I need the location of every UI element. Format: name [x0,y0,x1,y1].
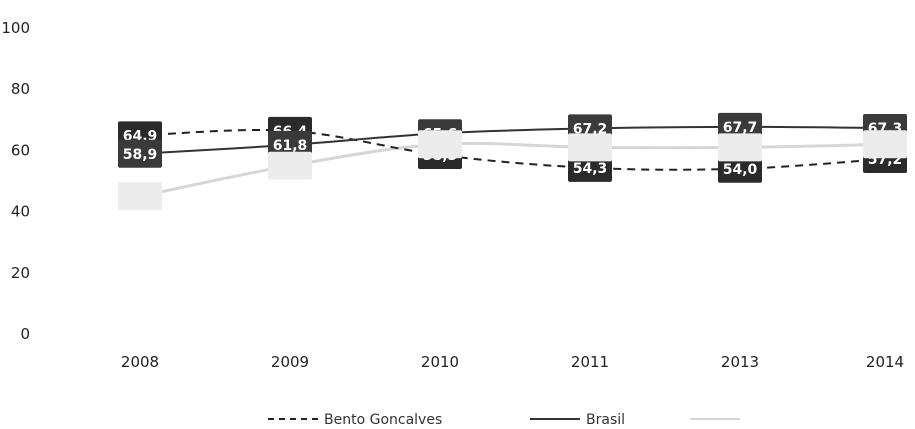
data-label: 58,9 [118,139,162,168]
data-label-text: 54,0 [723,162,758,178]
legend-item: Bento Goncalves [268,412,442,428]
data-label-box [718,133,762,162]
data-label-text: 58,9 [123,147,158,163]
y-tick-label: 60 [11,141,30,159]
data-label [568,133,612,162]
series-line [139,141,886,198]
x-tick-label: 2013 [721,353,759,371]
x-tick-label: 2008 [121,353,159,371]
legend: Bento Goncalves Brasil [268,412,740,428]
y-tick-label: 100 [1,19,30,37]
x-tick-label: 2014 [866,353,904,371]
series-line [139,125,886,155]
data-label-text: 54,3 [573,161,608,177]
data-label-box [118,139,162,168]
data-label-text: 67,7 [723,120,758,136]
data-label-box [863,130,907,159]
data-label [863,130,907,159]
x-tick-label: 2011 [571,353,609,371]
data-label-box [718,154,762,183]
data-labels: 64,966,458,554,354,057,258,961,865,667,2… [118,112,907,211]
data-label-text: 61,8 [273,138,308,154]
x-axis: 2008 2009 2010 2011 2013 2014 [121,353,904,371]
y-tick-label: 20 [11,264,30,282]
legend-label: Brasil [586,412,625,428]
series-lines [139,125,886,198]
x-tick-label: 2009 [271,353,309,371]
y-axis: 0 20 40 60 80 100 [1,19,30,343]
data-label [118,182,162,211]
series-line [139,128,886,171]
y-tick-label: 40 [11,203,30,221]
data-label-box [418,130,462,159]
data-label-box [118,182,162,211]
y-tick-label: 0 [20,325,30,343]
data-label [268,151,312,180]
y-tick-label: 80 [11,80,30,98]
data-label [418,130,462,159]
data-label [718,133,762,162]
data-label-box [568,133,612,162]
legend-item: Brasil [530,412,625,428]
legend-label: Bento Goncalves [324,412,442,428]
x-tick-label: 2010 [421,353,459,371]
data-label-box [268,151,312,180]
data-label: 54,0 [718,154,762,183]
